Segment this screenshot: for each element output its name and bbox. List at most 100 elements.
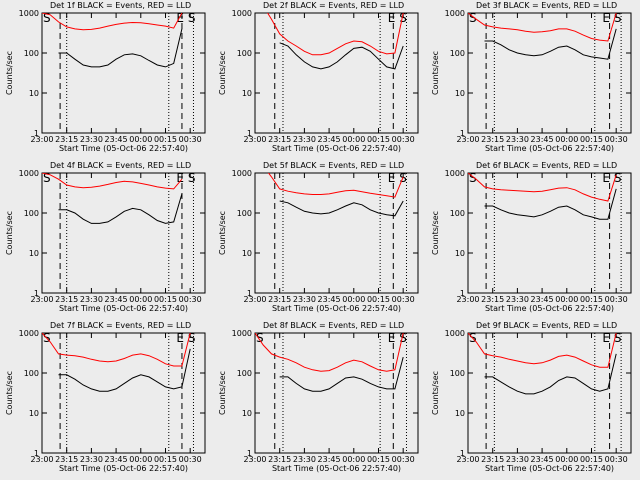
y-tick-label: 10 [455,409,465,418]
x-tick-label: 00:30 [179,135,202,144]
y-tick-label: 1000 [445,169,465,178]
x-tick-label: 23:00 [243,135,266,144]
y-tick-label: 100 [237,369,252,378]
x-tick-label: 00:15 [154,455,177,464]
x-tick-label: 00:00 [342,135,365,144]
panel: Det 3f BLACK = Events, RED = LLD Start Ti… [431,1,632,153]
y-tick-label: 10 [29,249,39,258]
x-tick-label: 23:45 [531,455,554,464]
x-axis-label: Start Time (05-Oct-06 22:57:40) [485,464,614,473]
x-tick-label: 00:15 [154,295,177,304]
x-tick-label: 23:15 [481,455,504,464]
series-line [468,333,617,368]
chart-title: Det 5f BLACK = Events, RED = LLD [263,161,404,170]
annotation: S [188,11,196,25]
x-axis-label: Start Time (05-Oct-06 22:57:40) [272,464,401,473]
x-tick-label: 00:15 [367,135,390,144]
plot-frame [41,332,206,454]
annotation: S [399,11,407,25]
x-tick-label: 23:30 [293,455,316,464]
y-tick-label: 10 [29,89,39,98]
y-tick-label: 1 [247,449,252,458]
series-line [267,13,404,56]
y-tick-label: 10 [455,89,465,98]
x-tick-label: 23:00 [30,455,53,464]
x-axis-label: Start Time (05-Oct-06 22:57:40) [485,304,614,313]
y-axis-label: Counts/sec [218,51,227,95]
y-tick-label: 100 [450,209,465,218]
x-tick-label: 00:30 [605,455,628,464]
x-tick-label: 23:00 [456,455,479,464]
series-line [484,188,617,220]
x-tick-label: 00:30 [392,295,415,304]
plot-frame [254,172,419,294]
chart-title: Det 8f BLACK = Events, RED = LLD [263,321,404,330]
plot-frame [467,332,632,454]
plot-frame [41,12,206,134]
x-tick-label: 00:00 [342,455,365,464]
x-tick-label: 00:30 [605,135,628,144]
plot-frame [41,172,206,294]
y-axis-label: Counts/sec [431,371,440,415]
y-axis-label: Counts/sec [5,371,14,415]
annotation: E [176,331,184,345]
annotation: S [469,11,477,25]
x-tick-label: 23:45 [318,455,341,464]
x-tick-label: 23:15 [481,135,504,144]
y-tick-label: 1 [247,129,252,138]
y-tick-label: 10 [242,409,252,418]
x-tick-label: 00:00 [129,135,152,144]
y-tick-label: 1 [34,449,39,458]
y-tick-label: 1000 [445,329,465,338]
series-line [42,333,191,367]
chart-title: Det 7f BLACK = Events, RED = LLD [50,321,191,330]
chart-title: Det 9f BLACK = Events, RED = LLD [476,321,617,330]
panel: Det 4f BLACK = Events, RED = LLD Start Ti… [5,161,206,313]
x-tick-label: 23:45 [531,135,554,144]
x-tick-label: 23:45 [105,135,128,144]
series-line [42,13,183,31]
annotation: S [188,331,196,345]
x-tick-label: 00:15 [367,295,390,304]
x-tick-label: 23:30 [506,455,529,464]
series-line [42,173,183,190]
x-tick-label: 00:00 [555,295,578,304]
x-tick-label: 23:30 [80,135,103,144]
annotation: S [43,171,51,185]
annotation: S [469,171,477,185]
annotation: S [399,331,407,345]
y-tick-label: 100 [450,49,465,58]
annotation: E [176,171,184,185]
x-tick-label: 00:30 [392,455,415,464]
x-tick-label: 23:30 [506,295,529,304]
annotation: E [388,171,396,185]
x-tick-label: 00:15 [580,295,603,304]
series-line [58,193,183,224]
series-line [279,42,404,70]
y-tick-label: 100 [24,369,39,378]
y-tick-label: 1000 [19,9,39,18]
x-tick-label: 23:45 [105,455,128,464]
y-tick-label: 1 [34,289,39,298]
x-tick-label: 00:00 [342,295,365,304]
series-line [484,28,617,60]
x-tick-label: 23:30 [293,295,316,304]
chart-title: Det 3f BLACK = Events, RED = LLD [476,1,617,10]
x-axis-label: Start Time (05-Oct-06 22:57:40) [59,304,188,313]
x-tick-label: 23:30 [80,455,103,464]
annotation: E [176,11,184,25]
y-tick-label: 1000 [445,9,465,18]
x-tick-label: 00:15 [580,455,603,464]
y-axis-label: Counts/sec [431,51,440,95]
x-tick-label: 00:15 [367,455,390,464]
annotation: E [602,171,610,185]
x-tick-label: 00:15 [580,135,603,144]
annotation: E [602,331,610,345]
annotation: S [614,171,622,185]
x-tick-label: 23:15 [268,455,291,464]
x-axis-label: Start Time (05-Oct-06 22:57:40) [272,144,401,153]
y-tick-label: 1000 [232,169,252,178]
panel: Det 1f BLACK = Events, RED = LLD Start Ti… [5,1,206,153]
x-tick-label: 23:15 [55,135,78,144]
x-axis-label: Start Time (05-Oct-06 22:57:40) [59,144,188,153]
